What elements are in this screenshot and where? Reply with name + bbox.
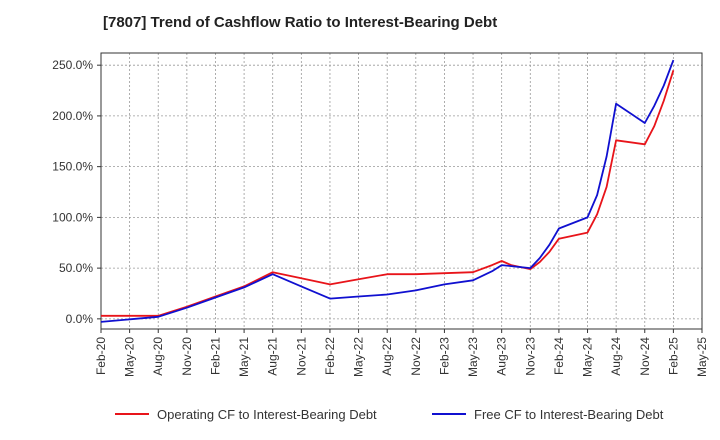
x-tick-label: Feb-22 (323, 337, 337, 375)
x-tick-label: Feb-25 (666, 337, 680, 375)
x-tick-label: Aug-23 (495, 337, 509, 376)
y-axis: 0.0% 50.0% 100.0% 150.0% 200.0% 250.0% (52, 58, 101, 326)
x-tick-label: Aug-22 (380, 337, 394, 376)
plot-frame (100, 52, 703, 330)
x-tick-label: Feb-24 (552, 337, 566, 375)
y-tick-label: 250.0% (52, 58, 93, 72)
x-tick-label: Nov-20 (180, 337, 194, 376)
y-tick-label: 100.0% (52, 210, 93, 224)
x-tick-label: Aug-24 (609, 337, 623, 376)
x-tick-label: May-20 (123, 337, 137, 377)
series-line-free-cf (100, 59, 675, 323)
x-tick-label: May-23 (466, 337, 480, 377)
x-tick-label: May-22 (352, 337, 366, 377)
x-axis: Feb-20 May-20 Aug-20 Nov-20 Feb-21 May-21 Aug-… (94, 329, 709, 377)
x-tick-label: Aug-21 (266, 337, 280, 376)
series-layer (100, 59, 675, 323)
x-tick-label: Feb-21 (208, 337, 222, 375)
series-line-operating-cf (101, 70, 675, 317)
x-tick-label: Feb-23 (437, 337, 451, 375)
x-tick-label: Nov-21 (294, 337, 308, 376)
chart-title: [7807] Trend of Cashflow Ratio to Intere… (103, 14, 498, 31)
x-tick-label: Aug-20 (151, 337, 165, 376)
grid-layer (101, 53, 702, 329)
x-tick-label: Feb-20 (94, 337, 108, 375)
y-tick-label: 150.0% (52, 160, 93, 174)
x-tick-label: May-21 (237, 337, 251, 377)
x-tick-label: May-24 (581, 337, 595, 377)
x-tick-label: Nov-22 (409, 337, 423, 376)
x-tick-label: Nov-24 (638, 337, 652, 376)
y-tick-label: 0.0% (66, 312, 94, 326)
y-tick-label: 200.0% (52, 109, 93, 123)
legend-label: Free CF to Interest-Bearing Debt (474, 407, 664, 422)
legend-label: Operating CF to Interest-Bearing Debt (157, 407, 377, 422)
x-tick-label: Nov-23 (523, 337, 537, 376)
x-tick-label: May-25 (695, 337, 709, 377)
y-tick-label: 50.0% (59, 261, 93, 275)
legend: Operating CF to Interest-Bearing Debt Fre… (115, 407, 664, 422)
